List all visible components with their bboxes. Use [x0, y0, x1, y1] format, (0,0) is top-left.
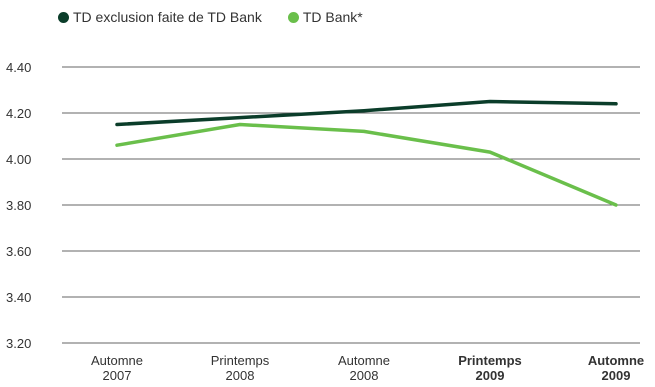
- legend-item-td-bank: TD Bank*: [287, 9, 363, 25]
- x-tick-label: Automne 2009: [588, 353, 644, 383]
- series-line-0: [115, 99, 618, 127]
- y-tick-label: 3.80: [6, 198, 31, 213]
- chart-legend: TD exclusion faite de TD Bank TD Bank*: [58, 9, 389, 25]
- y-tick-label: 4.00: [6, 152, 31, 167]
- x-tick-label: Printemps 2008: [211, 353, 270, 383]
- legend-marker-light-green: [287, 11, 299, 23]
- legend-marker-dark-green: [58, 11, 69, 23]
- x-tick-label-line: 2008: [226, 368, 255, 383]
- y-tick-label: 4.20: [6, 106, 31, 121]
- legend-label-td-excl: TD exclusion faite de TD Bank: [73, 9, 262, 25]
- x-tick-label-line: 2007: [103, 368, 132, 383]
- x-tick-label-line: 2009: [476, 368, 505, 383]
- x-tick-label: Automne 2008: [338, 353, 390, 383]
- x-tick-label-line: Automne: [588, 353, 644, 368]
- x-tick-label-line: 2009: [602, 368, 631, 383]
- x-tick-label: Printemps 2009: [458, 353, 522, 383]
- y-tick-label: 3.60: [6, 244, 31, 259]
- y-tick-label: 3.20: [6, 336, 31, 351]
- legend-label-td-bank: TD Bank*: [302, 9, 363, 25]
- x-tick-label-line: Automne: [338, 353, 390, 368]
- x-tick-label-line: Automne: [91, 353, 143, 368]
- series-line-1: [115, 122, 618, 207]
- x-tick-label-line: Printemps: [458, 353, 522, 368]
- y-tick-label: 3.40: [6, 290, 31, 305]
- legend-item-td-excl: TD exclusion faite de TD Bank: [58, 9, 262, 25]
- x-tick-label-line: 2008: [350, 368, 379, 383]
- x-tick-label: Automne 2007: [91, 353, 143, 383]
- x-tick-label-line: Printemps: [211, 353, 270, 368]
- y-tick-label: 4.40: [6, 60, 31, 75]
